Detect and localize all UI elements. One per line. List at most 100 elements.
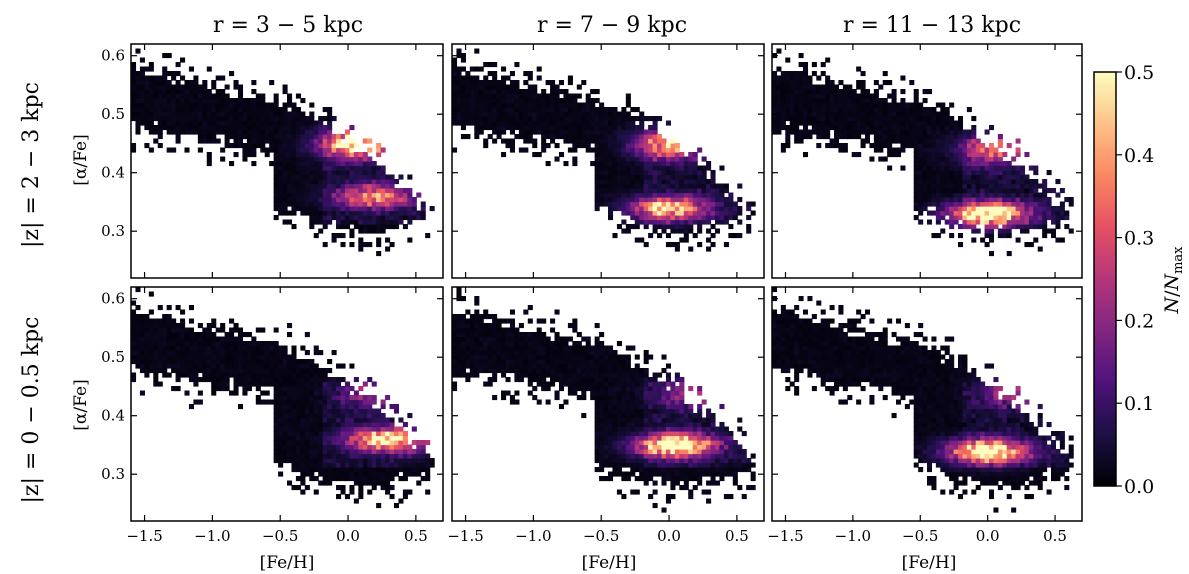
heatmap-cell <box>287 372 293 378</box>
heatmap-cell <box>233 111 239 117</box>
heatmap-cell <box>474 98 480 104</box>
heatmap-cell <box>581 143 587 149</box>
heatmap-cell <box>456 368 462 374</box>
heatmap-cell <box>1046 201 1052 207</box>
heatmap-cell <box>197 111 203 117</box>
heatmap-cell <box>674 192 680 198</box>
heatmap-cell <box>287 417 293 423</box>
heatmap-cell <box>772 75 778 81</box>
heatmap-cell <box>1028 224 1034 230</box>
heatmap-cell <box>989 215 995 221</box>
heatmap-cell <box>135 111 141 117</box>
heatmap-cell <box>273 143 279 149</box>
heatmap-cell <box>460 327 466 333</box>
heatmap-cell <box>349 233 355 239</box>
heatmap-cell <box>371 183 377 189</box>
heatmap-cell <box>980 206 986 212</box>
heatmap-cell <box>287 435 293 441</box>
heatmap-cell <box>1051 228 1057 234</box>
heatmap-cell <box>322 467 328 473</box>
heatmap-cell <box>180 323 186 329</box>
heatmap-cell <box>304 116 310 122</box>
heatmap-cell <box>527 336 533 342</box>
heatmap-cell <box>148 336 154 342</box>
heatmap-cell <box>393 458 400 464</box>
heatmap-cell <box>184 125 190 131</box>
heatmap-cell <box>483 80 489 86</box>
heatmap-cell <box>255 107 261 113</box>
heatmap-cell <box>420 467 426 473</box>
heatmap-cell <box>206 125 212 131</box>
heatmap-cell <box>376 210 382 216</box>
heatmap-cell <box>336 179 342 185</box>
heatmap-cell <box>581 390 587 396</box>
heatmap-cell <box>175 84 181 90</box>
heatmap-cell <box>962 134 968 140</box>
heatmap-cell <box>665 183 671 189</box>
heatmap-cell <box>362 467 368 473</box>
heatmap-cell <box>772 116 778 122</box>
heatmap-cell <box>922 147 928 153</box>
heatmap-cell <box>904 107 910 113</box>
heatmap-cell <box>487 102 493 108</box>
heatmap-cell <box>144 314 150 320</box>
heatmap-cell <box>389 224 395 230</box>
heatmap-cell <box>625 93 631 99</box>
heatmap-cell <box>913 107 919 113</box>
heatmap-cell <box>648 147 654 153</box>
heatmap-cell <box>385 219 391 225</box>
heatmap-cell <box>215 341 221 347</box>
heatmap-cell <box>148 323 154 329</box>
heatmap-cell <box>776 107 782 113</box>
heatmap-cell <box>980 215 986 221</box>
heatmap-cell <box>278 134 284 140</box>
heatmap-cell <box>336 458 342 464</box>
heatmap-cell <box>616 129 622 135</box>
heatmap-cell <box>737 219 743 225</box>
heatmap-cell <box>318 426 324 432</box>
heatmap-cell <box>318 480 324 486</box>
heatmap-cell <box>139 120 145 126</box>
heatmap-cell <box>958 134 964 140</box>
heatmap-cell <box>206 107 212 113</box>
heatmap-cell <box>661 210 667 216</box>
heatmap-cell <box>585 107 591 113</box>
heatmap-cell <box>269 107 275 113</box>
heatmap-cell <box>692 188 698 194</box>
heatmap-cell <box>816 84 822 90</box>
heatmap-cell <box>295 138 301 144</box>
heatmap-cell <box>536 341 542 347</box>
heatmap-cell <box>287 147 293 153</box>
heatmap-cell <box>362 444 368 450</box>
heatmap-cell <box>887 116 893 122</box>
heatmap-cell <box>255 93 261 99</box>
heatmap-cell <box>621 174 627 180</box>
heatmap-cell <box>175 350 181 356</box>
heatmap-cell <box>255 327 261 333</box>
heatmap-cell <box>171 327 177 333</box>
heatmap-cell <box>469 363 475 369</box>
heatmap-cell <box>625 174 631 180</box>
heatmap-cell <box>829 143 835 149</box>
heatmap-cell <box>576 332 582 338</box>
heatmap-cell <box>353 408 359 414</box>
heatmap-cell <box>175 363 181 369</box>
heatmap-cell <box>371 422 377 428</box>
heatmap-cell <box>273 413 279 419</box>
heatmap-cell <box>291 363 297 369</box>
heatmap-cell <box>940 134 946 140</box>
heatmap-cell <box>295 377 301 383</box>
heatmap-cell <box>229 318 235 324</box>
heatmap-cell <box>701 179 707 185</box>
heatmap-cell <box>594 174 600 180</box>
heatmap-cell <box>514 350 520 356</box>
heatmap-cell <box>206 363 212 369</box>
heatmap-cell <box>625 129 631 135</box>
heatmap-cell <box>278 350 284 356</box>
heatmap-cell <box>1006 170 1012 176</box>
heatmap-cell <box>935 138 941 144</box>
heatmap-cell <box>825 116 831 122</box>
heatmap-cell <box>794 71 800 77</box>
heatmap-cell <box>509 359 515 365</box>
heatmap-cell <box>825 93 831 99</box>
